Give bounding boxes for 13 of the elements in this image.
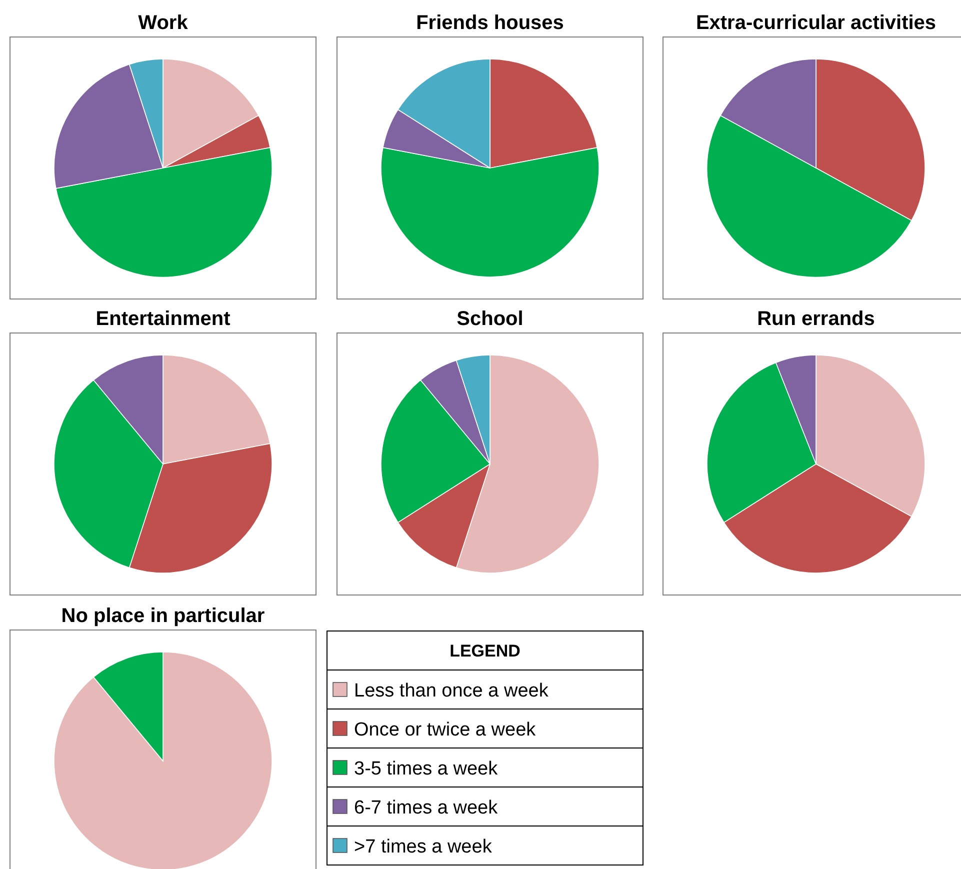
legend-label: Less than once a week <box>354 680 549 702</box>
chart-title: No place in particular <box>61 605 265 627</box>
chart-title: Work <box>138 12 189 34</box>
chart-title: Entertainment <box>96 308 231 330</box>
chart-title: Extra-curricular activities <box>696 12 936 34</box>
chart-title: Run errands <box>757 308 875 330</box>
legend-title: LEGEND <box>450 642 520 660</box>
chart-title: School <box>456 308 524 330</box>
legend-label: >7 times a week <box>354 836 492 858</box>
legend-label: 6-7 times a week <box>354 798 498 818</box>
legend-label: Once or twice a week <box>354 720 536 740</box>
legend-label: 3-5 times a week <box>354 758 498 780</box>
chart-title: Friends houses <box>416 12 564 34</box>
